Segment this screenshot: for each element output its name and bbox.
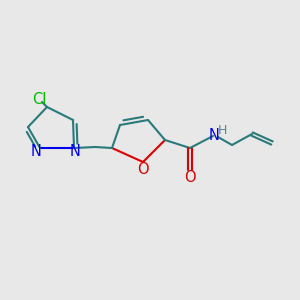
- Text: N: N: [31, 145, 41, 160]
- Text: Cl: Cl: [32, 92, 46, 107]
- Text: H: H: [217, 124, 227, 136]
- Text: O: O: [184, 170, 196, 185]
- Text: N: N: [70, 145, 80, 160]
- Text: N: N: [208, 128, 219, 143]
- Text: O: O: [137, 163, 149, 178]
